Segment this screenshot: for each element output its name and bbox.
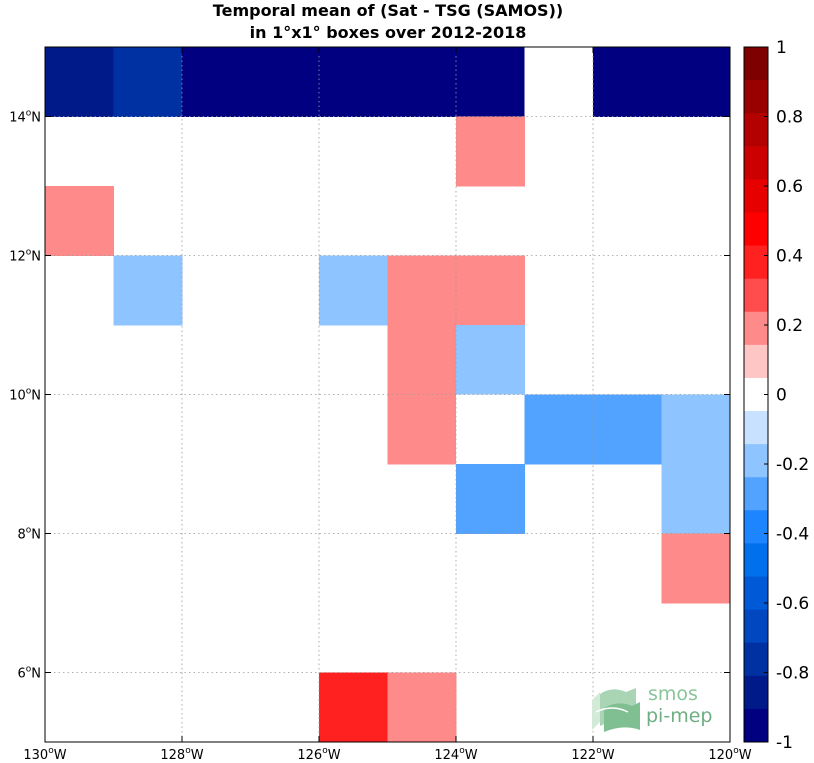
x-tick-label: 126oW xyxy=(297,746,340,763)
heatmap-cell xyxy=(319,672,388,743)
y-tick-label: 12oN xyxy=(9,248,41,265)
heatmap-cell xyxy=(182,47,251,117)
heatmap-cell xyxy=(593,47,662,117)
colorbar-bands xyxy=(744,47,768,743)
colorbar-tick-label: -0.2 xyxy=(776,455,809,475)
colorbar-band xyxy=(744,477,768,511)
colorbar-band xyxy=(744,113,768,147)
x-tick-label: 120oW xyxy=(708,746,751,763)
colorbar-tick-label: 1 xyxy=(776,38,787,58)
y-tick-label: 6oN xyxy=(17,665,41,682)
colorbar-tick-label: -0.6 xyxy=(776,594,809,614)
colorbar: 1 0.8 0.6 0.4 0.2 0 -0.2 -0.4 -0.6 -0.8 -1 xyxy=(743,38,809,753)
heatmap-cell xyxy=(456,325,525,395)
heatmap-cell xyxy=(387,394,457,465)
x-tick-label: 130oW xyxy=(23,746,66,763)
colorbar-band xyxy=(744,311,768,346)
heatmap-cell xyxy=(319,47,388,117)
heatmap-cell xyxy=(456,255,525,326)
x-tick-label: 122oW xyxy=(571,746,614,763)
colorbar-band xyxy=(744,212,768,246)
colorbar-band xyxy=(744,444,768,478)
heatmap-cell xyxy=(113,47,183,117)
colorbar-band xyxy=(744,245,768,280)
heatmap-cell xyxy=(456,464,525,534)
heatmap-cell xyxy=(661,47,731,117)
logo-text-smos: smos xyxy=(648,683,698,705)
logo-text-pimep: pi-mep xyxy=(646,705,712,727)
colorbar-tick-label: 0 xyxy=(776,386,787,406)
heatmap-cell xyxy=(45,186,114,256)
heatmap-cell xyxy=(387,47,457,117)
colorbar-tick-label: -0.4 xyxy=(776,525,809,545)
colorbar-band xyxy=(744,179,768,213)
chart-title-line-2: in 1°x1° boxes over 2012-2018 xyxy=(250,23,527,42)
heatmap-cell xyxy=(387,672,457,743)
heatmap-cell xyxy=(661,394,731,465)
colorbar-tick-label: 0.2 xyxy=(776,316,803,336)
y-tick-label: 8oN xyxy=(17,526,41,543)
chart-title-line-1: Temporal mean of (Sat - TSG (SAMOS)) xyxy=(213,1,563,20)
colorbar-band xyxy=(744,146,768,180)
map-plot-area: smos pi-mep 130oW 128oW 126oW 124oW 122oW 120… xyxy=(9,46,752,763)
heatmap-cells xyxy=(45,47,731,743)
heatmap-cell xyxy=(319,255,388,326)
colorbar-tick-label: -1 xyxy=(776,733,793,753)
colorbar-band xyxy=(744,609,768,644)
colorbar-ticks: 1 0.8 0.6 0.4 0.2 0 -0.2 -0.4 -0.6 -0.8 -1 xyxy=(764,38,809,753)
x-tick-label: 124oW xyxy=(434,746,477,763)
colorbar-band xyxy=(744,411,768,445)
colorbar-band xyxy=(744,675,768,710)
colorbar-tick-label: 0.4 xyxy=(776,247,803,267)
colorbar-band xyxy=(744,708,768,743)
logo-wave-icon xyxy=(595,707,629,713)
colorbar-band xyxy=(744,510,768,544)
heatmap-cell xyxy=(661,533,731,604)
colorbar-band xyxy=(744,642,768,677)
colorbar-tick-label: 0.6 xyxy=(776,177,803,197)
logo-wave-icon xyxy=(592,692,600,730)
heatmap-cell xyxy=(456,47,525,117)
heatmap-cell xyxy=(661,464,731,534)
colorbar-tick-label: 0.8 xyxy=(776,108,803,128)
colorbar-band xyxy=(744,344,768,379)
heatmap-cell xyxy=(45,47,114,117)
y-tick-label: 10oN xyxy=(9,387,41,404)
colorbar-band xyxy=(744,80,768,114)
x-tick-label: 128oW xyxy=(160,746,203,763)
colorbar-band xyxy=(744,278,768,313)
colorbar-band xyxy=(744,543,768,577)
heatmap-cell xyxy=(113,255,183,326)
gridlines xyxy=(45,47,730,742)
colorbar-band xyxy=(744,47,768,81)
heatmap-cell xyxy=(524,47,594,117)
heatmap-cell xyxy=(456,394,525,465)
heatmap-cell xyxy=(593,394,662,465)
heatmap-cell xyxy=(387,325,457,395)
colorbar-tick-label: -0.8 xyxy=(776,664,809,684)
logo-wave-icon xyxy=(604,702,640,732)
heatmap-cell xyxy=(387,255,457,326)
heatmap-cell xyxy=(250,47,320,117)
y-tick-label: 14oN xyxy=(9,109,41,126)
smos-pimep-logo: smos pi-mep xyxy=(592,683,712,732)
axis-ticks: 130oW 128oW 126oW 124oW 122oW 120oW 6oN 8oN 10oN… xyxy=(9,47,752,763)
heatmap-cell xyxy=(524,394,594,465)
colorbar-band xyxy=(744,576,768,611)
heatmap-cell xyxy=(456,116,525,187)
